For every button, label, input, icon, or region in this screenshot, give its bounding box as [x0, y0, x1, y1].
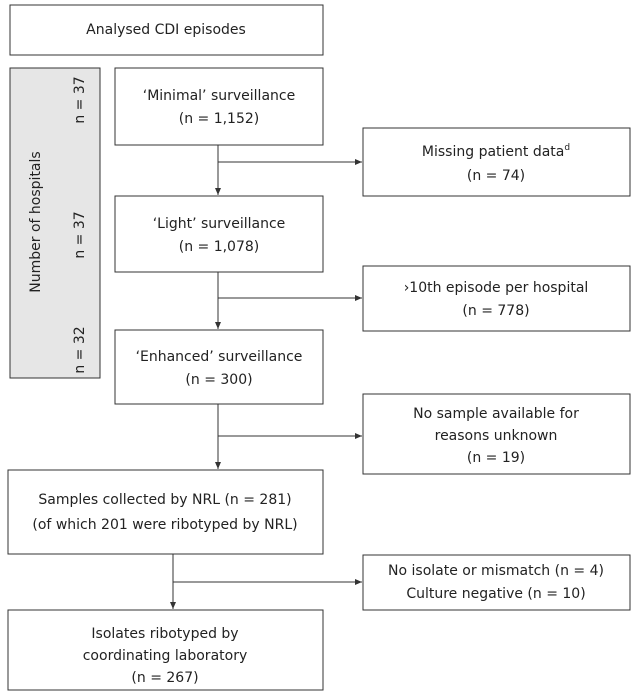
node-text: ‘Enhanced’ surveillance — [136, 349, 303, 365]
exclusion-text: No isolate or mismatch (n = 4) — [388, 563, 604, 579]
footnote-mark: d — [564, 143, 570, 153]
node-text: (n = 1,078) — [179, 239, 260, 255]
node-box — [114, 67, 324, 146]
exclusion-text: (n = 778) — [462, 303, 529, 319]
node-text: (n = 267) — [131, 670, 198, 686]
exclusion-text: reasons unknown — [435, 428, 558, 444]
node-box — [114, 195, 324, 273]
node-box — [114, 329, 324, 405]
node-box — [7, 469, 324, 555]
node-text: (n = 300) — [185, 372, 252, 388]
node-text: ‘Minimal’ surveillance — [143, 88, 295, 104]
node-text: ‘Light’ surveillance — [153, 216, 286, 232]
side-count: n = 32 — [72, 326, 88, 373]
exclusion-text: ›10th episode per hospital — [404, 280, 589, 296]
exclusion-line: Missing patient data — [422, 144, 564, 160]
header-box — [9, 4, 324, 56]
exclusion-box — [362, 554, 631, 611]
exclusion-box — [362, 393, 631, 475]
node-text: Isolates ribotyped by — [91, 626, 238, 642]
header-title: Analysed CDI episodes — [86, 22, 246, 38]
exclusion-text: (n = 74) — [467, 168, 525, 184]
node-text: (n = 1,152) — [179, 111, 260, 127]
side-count: n = 37 — [72, 211, 88, 258]
exclusion-box — [362, 127, 631, 197]
side-label: Number of hospitals — [28, 151, 44, 292]
node-text: Samples collected by NRL (n = 281) — [38, 492, 291, 508]
exclusion-text: Missing patient datad — [422, 143, 570, 161]
side-count: n = 37 — [72, 76, 88, 123]
exclusion-text: Culture negative (n = 10) — [406, 586, 585, 602]
node-box — [7, 609, 324, 691]
node-text: coordinating laboratory — [83, 648, 248, 664]
side-panel — [9, 67, 101, 379]
node-text: (of which 201 were ribotyped by NRL) — [32, 517, 297, 533]
exclusion-text: No sample available for — [413, 406, 579, 422]
exclusion-text: (n = 19) — [467, 450, 525, 466]
exclusion-box — [362, 265, 631, 332]
